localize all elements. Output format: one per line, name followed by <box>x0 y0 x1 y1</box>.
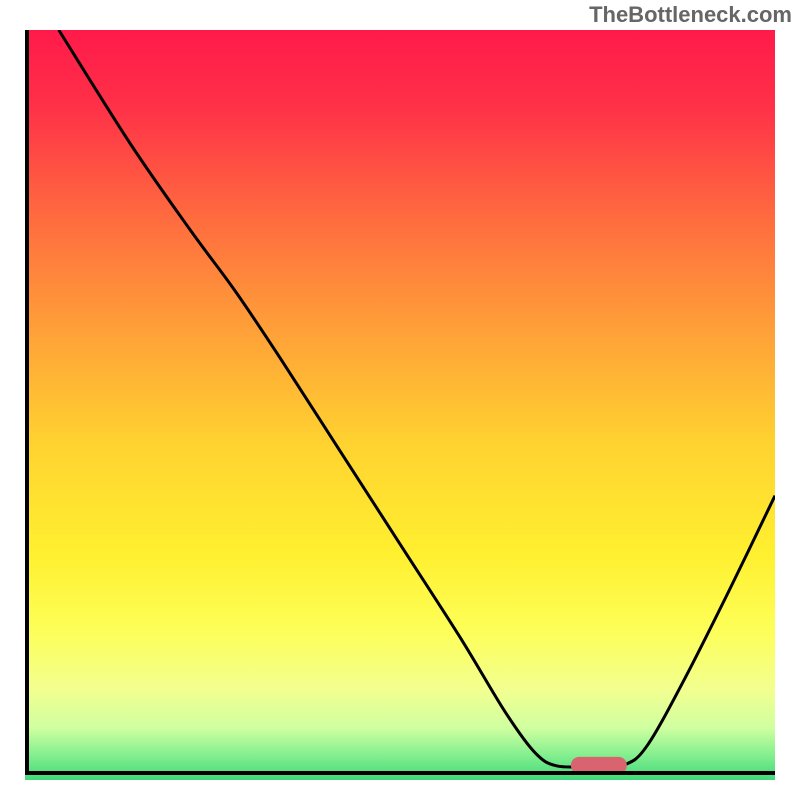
watermark-text: TheBottleneck.com <box>589 2 792 28</box>
chart-highlight-marker <box>571 757 627 773</box>
chart-plot-area <box>25 30 775 775</box>
chart-line-series <box>25 30 775 775</box>
